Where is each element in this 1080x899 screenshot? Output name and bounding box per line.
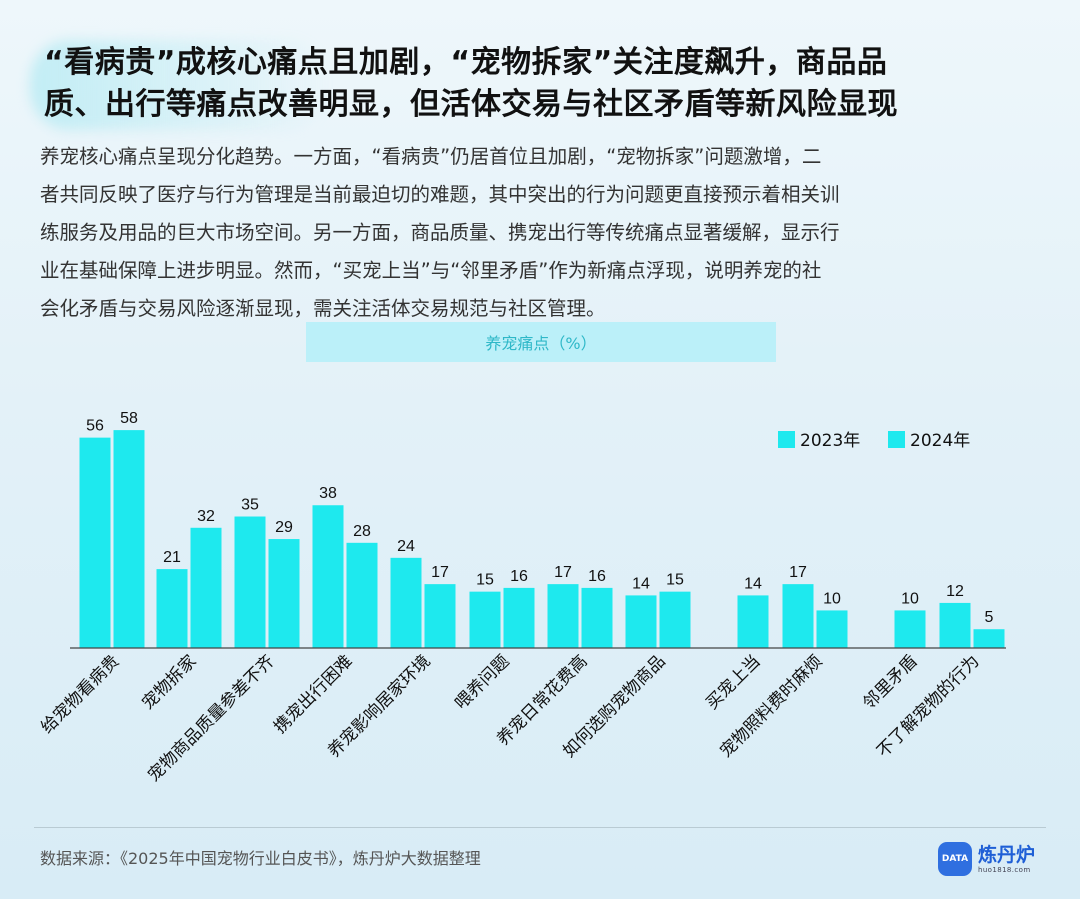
data-label-2024-1: 32 bbox=[197, 508, 215, 525]
data-label-2024-8: 14 bbox=[744, 575, 762, 592]
bar-2024-10 bbox=[894, 610, 926, 648]
data-label-2024-3: 28 bbox=[353, 523, 371, 540]
data-label-2023-11: 12 bbox=[946, 583, 964, 600]
data-label-2023-1: 21 bbox=[163, 549, 181, 566]
bar-2024-1 bbox=[190, 527, 222, 648]
data-label-2023-6: 17 bbox=[554, 564, 572, 581]
summary-line-5: 会化矛盾与交易风险逐渐显现，需关注活体交易规范与社区管理。 bbox=[40, 297, 606, 320]
brand-name: 炼丹炉 bbox=[978, 844, 1036, 866]
summary-paragraph: 养宠核心痛点呈现分化趋势。一方面，“看病贵”仍居首位且加剧，“宠物拆家”问题激增… bbox=[40, 138, 1045, 328]
summary-line-1: 养宠核心痛点呈现分化趋势。一方面，“看病贵”仍居首位且加剧，“宠物拆家”问题激增… bbox=[40, 145, 822, 168]
bar-2024-3 bbox=[346, 542, 378, 648]
bar-2024-2 bbox=[268, 539, 300, 648]
data-label-2023-3: 38 bbox=[319, 485, 337, 502]
bar-2023-0 bbox=[79, 437, 111, 648]
data-label-2023-0: 56 bbox=[86, 418, 104, 435]
category-label-3: 携宠出行困难 bbox=[270, 651, 356, 737]
bar-2024-6 bbox=[581, 587, 613, 648]
bar-2024-0 bbox=[113, 430, 145, 648]
title-line-1: “看病贵”成核心痛点且加剧，“宠物拆家”关注度飙升，商品品 bbox=[44, 45, 888, 80]
legend-swatch-2024年 bbox=[888, 431, 905, 448]
data-label-2024-6: 16 bbox=[588, 568, 606, 585]
data-label-2023-9: 17 bbox=[789, 564, 807, 581]
legend-label-2024年: 2024年 bbox=[910, 431, 970, 451]
brand-logo-block: DATA 炼丹炉 huo1818.com bbox=[938, 838, 1048, 880]
page-title: “看病贵”成核心痛点且加剧，“宠物拆家”关注度飙升，商品品 质、出行等痛点改善明… bbox=[44, 42, 1044, 126]
bar-2024-4 bbox=[424, 584, 456, 648]
data-label-2024-11: 5 bbox=[985, 609, 994, 626]
category-label-5: 喂养问题 bbox=[451, 651, 513, 713]
bar-2024-5 bbox=[503, 587, 535, 648]
bar-2023-9 bbox=[782, 584, 814, 648]
data-label-2024-5: 16 bbox=[510, 568, 528, 585]
data-label-2024-10: 10 bbox=[901, 590, 919, 607]
data-label-2024-4: 17 bbox=[431, 564, 449, 581]
footer-divider bbox=[34, 827, 1046, 828]
legend-label-2023年: 2023年 bbox=[800, 431, 860, 451]
summary-line-3: 练服务及用品的巨大市场空间。另一方面，商品质量、携宠出行等传统痛点显著缓解，显示… bbox=[40, 221, 840, 244]
category-label-0: 给宠物看病贵 bbox=[37, 651, 123, 737]
bar-2023-7 bbox=[625, 595, 657, 648]
chart-title: 养宠痛点（%） bbox=[306, 322, 776, 362]
bar-2024-11 bbox=[973, 629, 1005, 648]
bar-2023-4 bbox=[390, 557, 422, 648]
data-label-2023-7: 14 bbox=[632, 575, 650, 592]
data-label-2024-9: 10 bbox=[823, 590, 841, 607]
category-label-10: 邻里矛盾 bbox=[859, 651, 921, 713]
bar-2024-7 bbox=[659, 591, 691, 648]
brand-logo-icon: DATA bbox=[938, 842, 972, 876]
data-label-2023-5: 15 bbox=[476, 572, 494, 589]
category-label-1: 宠物拆家 bbox=[138, 651, 200, 713]
bar-2024-8 bbox=[737, 595, 769, 648]
data-label-2023-4: 24 bbox=[397, 538, 415, 555]
data-label-2024-7: 15 bbox=[666, 572, 684, 589]
data-label-2024-2: 29 bbox=[275, 519, 293, 536]
bar-2023-6 bbox=[547, 584, 579, 648]
bar-2023-3 bbox=[312, 505, 344, 648]
title-background-decoration bbox=[30, 40, 330, 130]
bar-2023-1 bbox=[156, 569, 188, 648]
bar-2023-2 bbox=[234, 516, 266, 648]
category-label-2: 宠物商品质量参差不齐 bbox=[144, 651, 278, 785]
bar-2023-11 bbox=[939, 602, 971, 648]
bar-2024-9 bbox=[816, 610, 848, 648]
brand-url: huo1818.com bbox=[978, 866, 1031, 874]
category-label-8: 买宠上当 bbox=[702, 651, 764, 713]
title-line-2: 质、出行等痛点改善明显，但活体交易与社区矛盾等新风险显现 bbox=[44, 87, 898, 122]
data-source: 数据来源：《2025年中国宠物行业白皮书》，炼丹炉大数据整理 bbox=[40, 849, 481, 868]
bar-2023-5 bbox=[469, 591, 501, 648]
legend-swatch-2023年 bbox=[778, 431, 795, 448]
data-label-2023-2: 35 bbox=[241, 497, 259, 514]
summary-line-2: 者共同反映了医疗与行为管理是当前最迫切的难题，其中突出的行为问题更直接预示着相关… bbox=[40, 183, 840, 206]
data-label-2024-0: 58 bbox=[120, 410, 138, 427]
summary-line-4: 业在基础保障上进步明显。然而，“买宠上当”与“邻里矛盾”作为新痛点浮现，说明养宠… bbox=[40, 259, 822, 282]
